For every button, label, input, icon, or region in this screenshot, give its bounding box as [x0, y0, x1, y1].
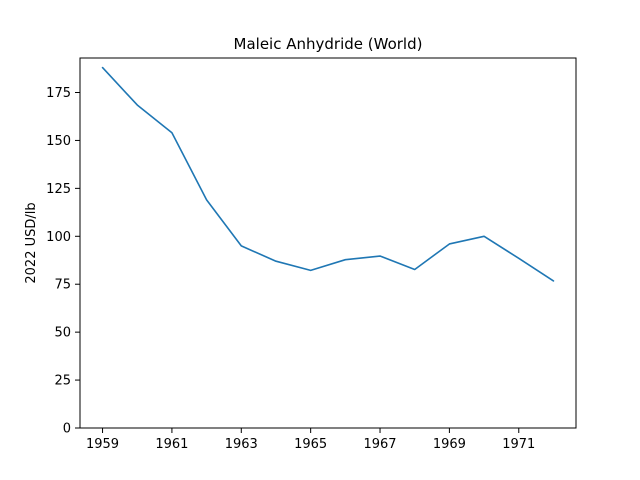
y-tick-label: 100: [46, 230, 71, 245]
plot-area: [101, 66, 555, 282]
axes-frame: [79, 57, 577, 429]
x-tick-label: 1963: [225, 437, 258, 452]
chart-title: Maleic Anhydride (World): [234, 35, 423, 53]
y-tick-label: 150: [46, 134, 71, 149]
x-tick-label: 1969: [433, 437, 466, 452]
y-axis: 0 25 50 75 100 125 150 175: [46, 86, 80, 437]
x-tick-label: 1965: [294, 437, 327, 452]
y-tick-label: 25: [54, 374, 71, 389]
series-line: [101, 66, 555, 282]
y-axis-label: 2022 USD/lb: [24, 202, 39, 283]
y-tick-label: 125: [46, 182, 71, 197]
x-tick-label: 1967: [363, 437, 396, 452]
y-tick-label: 0: [63, 422, 71, 437]
y-tick-label: 50: [54, 326, 71, 341]
x-axis: 1959 1961 1963 1965 1967 1969 1971: [86, 428, 535, 452]
x-tick-label: 1971: [502, 437, 535, 452]
y-tick-label: 175: [46, 86, 71, 101]
y-tick-label: 75: [54, 278, 71, 293]
x-tick-label: 1959: [86, 437, 119, 452]
x-tick-label: 1961: [155, 437, 188, 452]
